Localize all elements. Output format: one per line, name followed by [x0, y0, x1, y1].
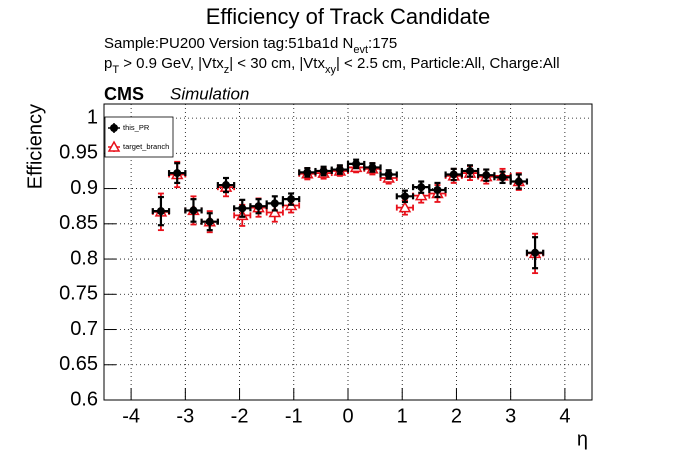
y-tick-label: 0.95 [59, 142, 98, 164]
x-tick-label: 0 [342, 405, 353, 427]
marker [384, 170, 393, 179]
annotation: pT​ > 0.9 GeV, |Vtxz​| < 30 cm, |Vtxxy​|… [104, 55, 560, 76]
annotation-text: Sample:PU200 Version tag:51ba1d N [104, 35, 353, 52]
marker [466, 166, 474, 175]
legend-marker [107, 140, 121, 152]
marker [254, 202, 263, 211]
marker [368, 163, 377, 172]
subscript: evt [353, 44, 368, 56]
x-tick-label: -4 [122, 405, 140, 427]
y-tick-label: 0.6 [70, 388, 98, 410]
marker [531, 248, 540, 257]
x-tick-label: -2 [231, 405, 249, 427]
y-axis-label: Efficiency [24, 104, 46, 189]
marker [287, 195, 296, 204]
marker [398, 201, 412, 213]
annotation-text: | < 2.5 cm, Particle:All, Charge:All [336, 55, 560, 72]
marker [268, 205, 282, 218]
y-tick-label: 0.7 [70, 318, 98, 340]
marker [173, 169, 182, 178]
y-tick-label: 0.75 [59, 283, 98, 305]
marker [270, 199, 279, 208]
marker [449, 170, 458, 179]
annotation-text: :175 [368, 35, 397, 52]
marker [414, 189, 428, 201]
x-tick-label: 3 [505, 405, 516, 427]
legend-label: this_PR [123, 123, 150, 132]
marker [319, 166, 328, 175]
y-tick-label: 1 [87, 106, 98, 128]
marker [352, 159, 361, 168]
marker [222, 181, 230, 190]
x-tick-label: 4 [559, 405, 570, 427]
marker [238, 204, 247, 213]
x-tick-label: -3 [176, 405, 194, 427]
y-tick-label: 0.85 [59, 212, 98, 234]
marker [205, 217, 214, 226]
marker [482, 171, 491, 180]
chart-title: Efficiency of Track Candidate [206, 4, 491, 29]
annotation-text: p [104, 55, 112, 72]
x-axis-label: η [577, 428, 588, 450]
experiment-label: CMS [104, 84, 144, 104]
legend-label: target_branch [123, 142, 169, 151]
legend-marker [110, 124, 118, 132]
marker [498, 173, 507, 182]
plot-frame [103, 103, 593, 401]
marker [417, 183, 426, 192]
y-tick-label: 0.9 [70, 177, 98, 199]
subscript: z [224, 64, 230, 76]
marker [400, 192, 409, 201]
marker [303, 168, 312, 177]
x-tick-label: 1 [397, 405, 408, 427]
status-label: Simulation [170, 84, 249, 103]
annotation: Sample:PU200 Version tag:51ba1d Nevt​:17… [104, 35, 397, 56]
marker [514, 177, 523, 186]
y-tick-label: 0.8 [70, 247, 98, 269]
subscript: xy [325, 64, 337, 76]
marker [156, 207, 165, 216]
annotation-text: > 0.9 GeV, |Vtx [119, 55, 224, 72]
x-tick-label: -1 [285, 405, 303, 427]
y-tick-label: 0.65 [59, 353, 98, 375]
subscript: T [112, 64, 119, 76]
marker [189, 206, 198, 215]
annotation-text: | < 30 cm, |Vtx [229, 55, 325, 72]
marker [433, 185, 442, 194]
marker [335, 165, 344, 174]
x-tick-label: 2 [451, 405, 462, 427]
